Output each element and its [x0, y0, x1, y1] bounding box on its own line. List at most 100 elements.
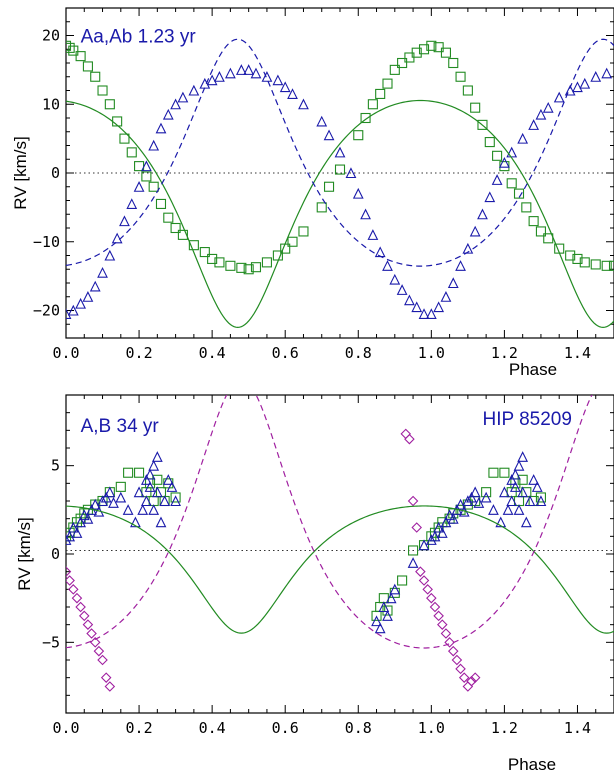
point-square: [225, 260, 236, 271]
point-square: [433, 522, 444, 533]
point-triangle: [455, 260, 466, 271]
point-triangle: [334, 146, 346, 158]
point-triangle: [480, 491, 492, 503]
point-triangle: [250, 67, 262, 79]
point-diamond: [66, 566, 72, 577]
point-square: [499, 467, 510, 478]
plot-frame: [65, 394, 614, 714]
point-square: [397, 575, 408, 586]
point-triangle: [572, 81, 583, 93]
point-triangle: [429, 530, 441, 542]
y-axis-label: RV [km/s]: [11, 136, 30, 209]
point-diamond: [415, 566, 426, 577]
point-square: [462, 85, 473, 96]
point-triangle: [67, 304, 79, 316]
point-square: [521, 202, 532, 213]
point-triangle: [374, 246, 386, 258]
point-triangle: [298, 98, 309, 110]
point-square: [97, 85, 108, 96]
point-triangle: [130, 516, 141, 528]
point-triangle: [378, 601, 390, 613]
point-square: [177, 229, 188, 240]
point-square: [207, 253, 218, 264]
point-triangle: [542, 101, 554, 113]
annotation-label: A,B 34 yr: [81, 416, 160, 437]
point-triangle: [97, 495, 108, 507]
point-square: [513, 188, 525, 199]
point-square: [115, 481, 126, 492]
point-square: [375, 88, 386, 99]
point-square: [119, 133, 130, 144]
point-triangle: [495, 516, 507, 528]
point-triangle: [499, 156, 510, 168]
point-square: [298, 226, 309, 237]
point-triangle: [528, 119, 540, 130]
y-tick-label: 20: [42, 27, 60, 45]
point-square: [418, 44, 430, 55]
point-square: [134, 467, 145, 478]
point-triangle: [502, 504, 514, 515]
x-axis-label: Phase: [508, 755, 556, 774]
x-tick-label: 1.4: [564, 719, 591, 737]
x-tick-label: 1.4: [564, 344, 591, 362]
y-tick-label: −5: [42, 633, 60, 651]
point-triangle: [528, 474, 540, 485]
y-tick-label: 0: [51, 164, 60, 182]
point-triangle: [488, 504, 499, 515]
point-triangle: [148, 504, 160, 515]
point-diamond: [433, 610, 444, 622]
point-square: [484, 137, 495, 148]
x-tick-label: 0.8: [345, 344, 372, 362]
point-square: [66, 531, 72, 542]
x-tick-label: 0.4: [199, 719, 226, 737]
point-triangle: [287, 88, 298, 99]
point-triangle: [188, 84, 200, 96]
point-diamond: [100, 672, 112, 683]
point-diamond: [426, 592, 437, 604]
point-triangle: [66, 530, 76, 542]
y-tick-label: 0: [51, 545, 60, 563]
point-triangle: [166, 481, 178, 492]
point-triangle: [484, 191, 496, 203]
point-triangle: [506, 474, 518, 485]
point-triangle: [159, 495, 171, 507]
point-triangle: [517, 451, 529, 462]
point-triangle: [214, 71, 225, 82]
point-diamond: [418, 575, 430, 586]
point-triangle: [531, 481, 543, 492]
point-triangle: [323, 129, 335, 141]
point-triangle: [97, 266, 108, 278]
point-triangle: [513, 504, 525, 515]
point-triangle: [235, 64, 247, 75]
point-diamond: [422, 584, 433, 595]
point-triangle: [535, 108, 547, 120]
point-triangle: [133, 181, 145, 192]
point-diamond: [75, 601, 86, 613]
point-square: [79, 508, 90, 519]
point-square: [316, 202, 327, 213]
point-triangle: [590, 71, 602, 82]
point-triangle: [517, 486, 529, 498]
point-triangle: [367, 229, 379, 240]
point-triangle: [382, 610, 393, 621]
point-triangle: [104, 486, 116, 498]
point-square: [104, 99, 115, 110]
point-triangle: [140, 495, 152, 507]
point-square: [66, 42, 75, 53]
point-triangle: [524, 495, 536, 507]
point-triangle: [78, 509, 90, 521]
point-triangle: [462, 495, 474, 507]
x-tick-label: 0.2: [126, 719, 153, 737]
point-triangle: [155, 122, 167, 134]
point-triangle: [436, 527, 448, 538]
point-square: [123, 467, 134, 478]
point-triangle: [440, 291, 452, 302]
point-triangle: [509, 468, 521, 480]
point-diamond: [404, 433, 415, 445]
data-layer: [66, 395, 614, 692]
x-tick-label: 1.0: [418, 719, 445, 737]
point-triangle: [553, 91, 565, 103]
point-triangle: [151, 451, 163, 462]
point-square: [323, 181, 335, 192]
